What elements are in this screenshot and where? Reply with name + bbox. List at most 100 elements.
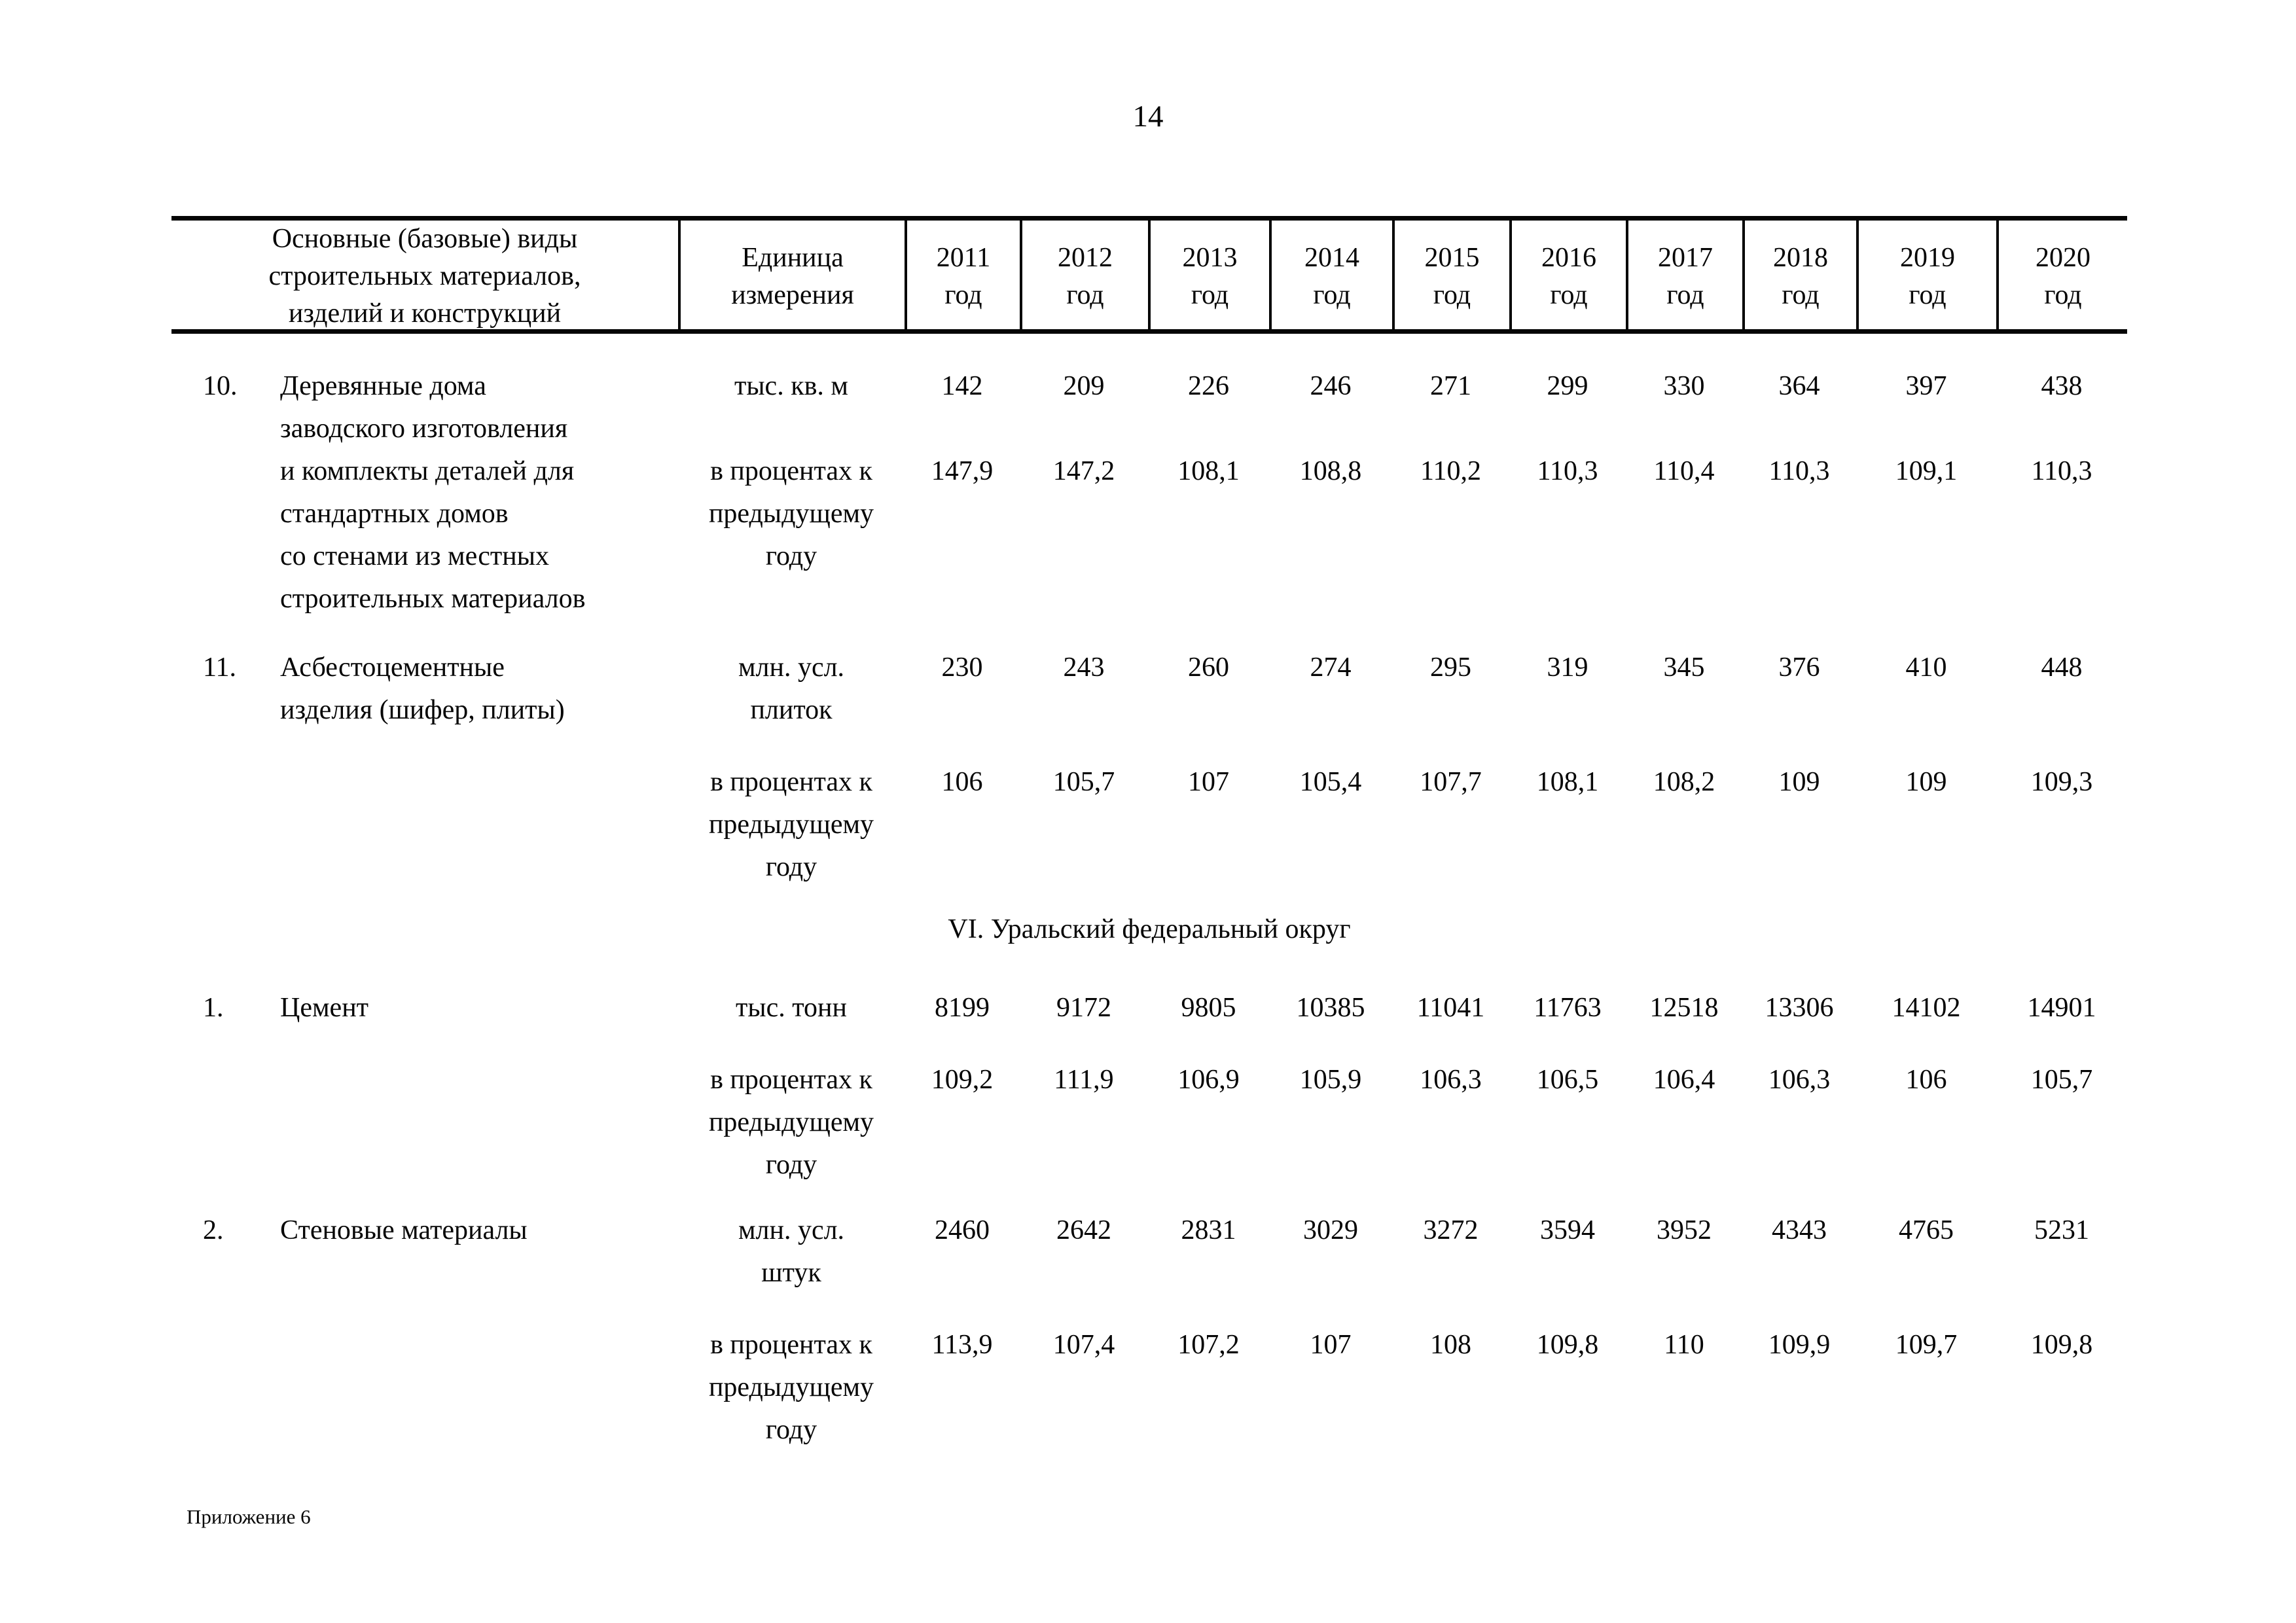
value-cell: 106	[941, 767, 983, 797]
table-row: 2. Стеновые материалы млн. усл. штук 246…	[171, 1209, 2127, 1452]
material-name: Деревянные дома заводского изготовления …	[280, 371, 586, 614]
value-cell: 243	[1063, 652, 1105, 683]
value-cell: 106,3	[1420, 1065, 1482, 1095]
value-cell: 107,2	[1177, 1330, 1240, 1360]
header-year-2020: 2020 год	[1996, 221, 2127, 332]
value-cell: 108,1	[1536, 767, 1599, 797]
row-number: 1.	[203, 993, 224, 1023]
value-cell: 108,1	[1177, 456, 1240, 486]
value-cell: 4765	[1899, 1215, 1954, 1245]
value-cell: 110	[1664, 1330, 1704, 1360]
value-cell: 105,4	[1299, 767, 1362, 797]
unit-cell: в процентах к предыдущему году	[708, 1065, 874, 1180]
value-cell: 110,3	[1768, 456, 1830, 486]
header-year-2019: 2019 год	[1856, 221, 1996, 332]
header-year-2015: 2015 год	[1392, 221, 1509, 332]
measure-line: тыс. кв. м 142 209 226 246 271 299 330 3…	[678, 365, 2127, 408]
value-cell: 3029	[1303, 1215, 1358, 1245]
row-measures: млн. усл. штук 2460 2642 2831 3029 3272 …	[678, 1209, 2127, 1452]
value-cell: 4343	[1772, 1215, 1827, 1245]
value-cell: 2460	[935, 1215, 990, 1245]
header-year-2016: 2016 год	[1509, 221, 1626, 332]
row-measures: тыс. тонн 8199 9172 9805 10385 11041 117…	[678, 987, 2127, 1186]
unit-cell: млн. усл. штук	[738, 1215, 845, 1288]
header-year-2017: 2017 год	[1626, 221, 1742, 332]
value-cell: 3272	[1423, 1215, 1479, 1245]
value-cell: 109,7	[1895, 1330, 1958, 1360]
value-cell: 109,2	[931, 1065, 994, 1095]
value-cell: 274	[1310, 652, 1352, 683]
header-year-2018: 2018 год	[1742, 221, 1856, 332]
value-cell: 109	[1905, 767, 1947, 797]
value-cell: 105,9	[1299, 1065, 1362, 1095]
unit-cell: в процентах к предыдущему году	[708, 767, 874, 882]
value-cell: 108,2	[1653, 767, 1715, 797]
value-cell: 11763	[1534, 993, 1602, 1023]
value-cell: 108	[1430, 1330, 1471, 1360]
measure-line: млн. усл. плиток 230 243 260 274 295 319…	[678, 647, 2127, 732]
row-number: 2.	[203, 1215, 224, 1245]
value-cell: 108,8	[1299, 456, 1362, 486]
value-cell: 106,9	[1177, 1065, 1240, 1095]
value-cell: 109	[1778, 767, 1820, 797]
value-cell: 110,3	[1537, 456, 1598, 486]
value-cell: 106	[1905, 1065, 1947, 1095]
unit-cell: тыс. тонн	[736, 993, 847, 1023]
material-name: Цемент	[280, 993, 369, 1023]
unit-cell: в процентах к предыдущему году	[708, 1330, 874, 1445]
value-cell: 9172	[1056, 993, 1111, 1023]
value-cell: 226	[1188, 371, 1229, 401]
value-cell: 106,3	[1768, 1065, 1831, 1095]
value-cell: 3952	[1657, 1215, 1712, 1245]
value-cell: 3594	[1540, 1215, 1595, 1245]
value-cell: 142	[941, 371, 983, 401]
value-cell: 110,2	[1420, 456, 1481, 486]
value-cell: 9805	[1181, 993, 1236, 1023]
value-cell: 14901	[2027, 993, 2096, 1023]
row-number: 10.	[203, 371, 238, 401]
value-cell: 209	[1063, 371, 1105, 401]
value-cell: 2642	[1056, 1215, 1111, 1245]
value-cell: 109,3	[2030, 767, 2093, 797]
value-cell: 110,3	[2031, 456, 2092, 486]
page-number: 14	[1132, 99, 1164, 134]
unit-cell: тыс. кв. м	[734, 371, 849, 401]
value-cell: 260	[1188, 652, 1229, 683]
value-cell: 107,7	[1420, 767, 1482, 797]
measure-line: в процентах к предыдущему году 109,2 111…	[678, 1059, 2127, 1186]
value-cell: 246	[1310, 371, 1352, 401]
value-cell: 106,5	[1536, 1065, 1599, 1095]
value-cell: 2831	[1181, 1215, 1236, 1245]
measure-line: млн. усл. штук 2460 2642 2831 3029 3272 …	[678, 1209, 2127, 1294]
unit-cell: в процентах к предыдущему году	[708, 456, 874, 571]
value-cell: 107	[1188, 767, 1229, 797]
value-cell: 105,7	[2030, 1065, 2093, 1095]
measure-line: тыс. тонн 8199 9172 9805 10385 11041 117…	[678, 987, 2127, 1029]
value-cell: 107,4	[1052, 1330, 1115, 1360]
value-cell: 271	[1430, 371, 1471, 401]
value-cell: 330	[1663, 371, 1705, 401]
value-cell: 113,9	[931, 1330, 993, 1360]
value-cell: 410	[1905, 652, 1947, 683]
value-cell: 110,4	[1653, 456, 1715, 486]
value-cell: 147,2	[1052, 456, 1115, 486]
table-row: 10. Деревянные дома заводского изготовле…	[171, 365, 2127, 620]
table-row: 1. Цемент тыс. тонн 8199 9172 9805 10385…	[171, 987, 2127, 1186]
value-cell: 11041	[1416, 993, 1485, 1023]
value-cell: 364	[1778, 371, 1820, 401]
header-year-2013: 2013 год	[1148, 221, 1269, 332]
value-cell: 109,1	[1895, 456, 1958, 486]
header-unit-column: Единица измерения	[678, 221, 905, 332]
measure-line: в процентах к предыдущему году 106 105,7…	[678, 761, 2127, 889]
table-row: 11. Асбестоцементные изделия (шифер, пли…	[171, 647, 2127, 889]
value-cell: 319	[1547, 652, 1588, 683]
value-cell: 105,7	[1052, 767, 1115, 797]
value-cell: 448	[2041, 652, 2083, 683]
value-cell: 295	[1430, 652, 1471, 683]
measure-line: в процентах к предыдущему году 147,9 147…	[678, 450, 2127, 578]
value-cell: 109,9	[1768, 1330, 1831, 1360]
value-cell: 397	[1905, 371, 1947, 401]
row-measures: тыс. кв. м 142 209 226 246 271 299 330 3…	[678, 365, 2127, 578]
header-year-2012: 2012 год	[1020, 221, 1148, 332]
